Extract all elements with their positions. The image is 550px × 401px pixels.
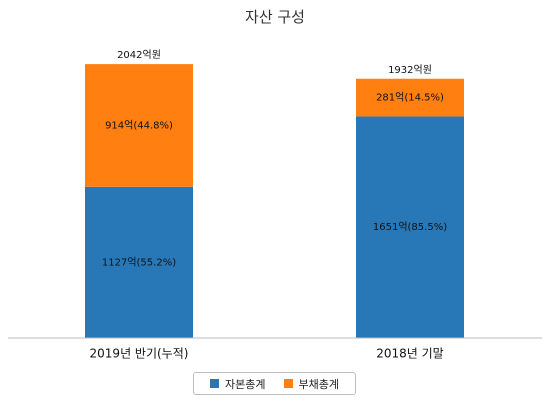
data-label-equity-0: 1127억(55.2%) bbox=[102, 256, 176, 268]
legend-item-equity[interactable]: 자본총계 bbox=[210, 376, 266, 392]
bar-segment-equity-0[interactable] bbox=[85, 186, 193, 338]
total-label-1: 1932억원 bbox=[388, 64, 432, 76]
x-tick-label-1: 2018년 기말 bbox=[376, 347, 443, 361]
data-label-liabilities-0: 914억(44.8%) bbox=[105, 119, 173, 131]
bar-segment-equity-1[interactable] bbox=[356, 116, 464, 338]
legend-label-liabilities: 부채총계 bbox=[298, 377, 339, 391]
data-label-liabilities-1: 281억(14.5%) bbox=[376, 92, 444, 104]
legend-swatch-equity bbox=[210, 379, 220, 388]
chart-legend: 자본총계 부채총계 bbox=[193, 372, 356, 395]
legend-swatch-liabilities bbox=[283, 379, 293, 388]
data-label-equity-1: 1651억(85.5%) bbox=[373, 221, 447, 233]
legend-item-liabilities[interactable]: 부채총계 bbox=[283, 376, 339, 392]
x-tick-label-0: 2019년 반기(누적) bbox=[90, 347, 189, 361]
bar-segment-liabilities-0[interactable] bbox=[85, 64, 193, 187]
total-label-0: 2042억원 bbox=[117, 49, 161, 61]
bar-segment-liabilities-1[interactable] bbox=[356, 78, 464, 117]
chart-title: 자산 구성 bbox=[245, 8, 305, 26]
legend-label-equity: 자본총계 bbox=[225, 377, 266, 391]
